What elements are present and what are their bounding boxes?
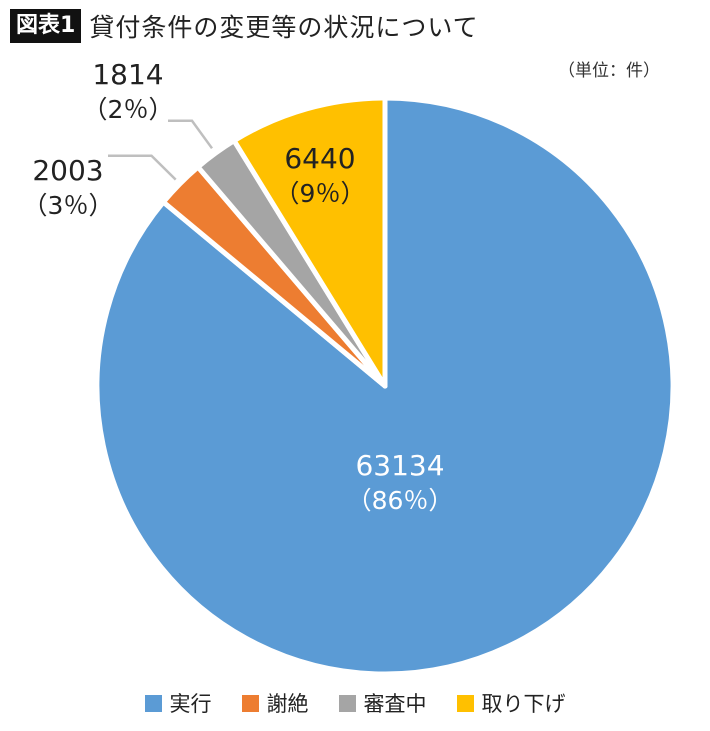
figure-badge: 図表1 [10,9,82,43]
chart-legend: 実行 謝絶 審査中 取り下げ [0,688,710,718]
legend-swatch [456,694,474,712]
slice-value-label-1: 2003 [32,154,103,187]
chart-header: 図表1 貸付条件の変更等の状況について [10,8,479,44]
slice-value-label-2: 1814 [92,58,163,91]
legend-swatch [144,694,162,712]
slice-percent-label-0: （86％） [347,486,454,515]
legend-label: 実行 [169,692,212,716]
slice-percent-label-1: （3％） [23,191,114,220]
slice-percent-label-2: （2％） [83,95,174,124]
slice-value-label-3: 6440 [284,142,355,175]
legend-swatch [338,694,356,712]
slice-percent-label-3: （9％） [275,179,366,208]
legend-label: 謝絶 [266,692,309,716]
unit-label: （単位：件） [558,61,660,81]
legend-label: 取り下げ [481,692,566,716]
leader-line-1 [108,154,177,181]
legend-item-3: 取り下げ [456,688,566,718]
legend-item-1: 謝絶 [241,688,309,718]
pie-slice-3 [231,95,388,389]
legend-item-2: 審査中 [338,688,427,718]
legend-label: 審査中 [363,692,427,716]
slice-value-label-0: 63134 [355,449,444,482]
chart-title: 貸付条件の変更等の状況について [89,13,479,42]
legend-item-0: 実行 [144,688,212,718]
leader-line-2 [168,119,214,150]
legend-swatch [241,694,259,712]
